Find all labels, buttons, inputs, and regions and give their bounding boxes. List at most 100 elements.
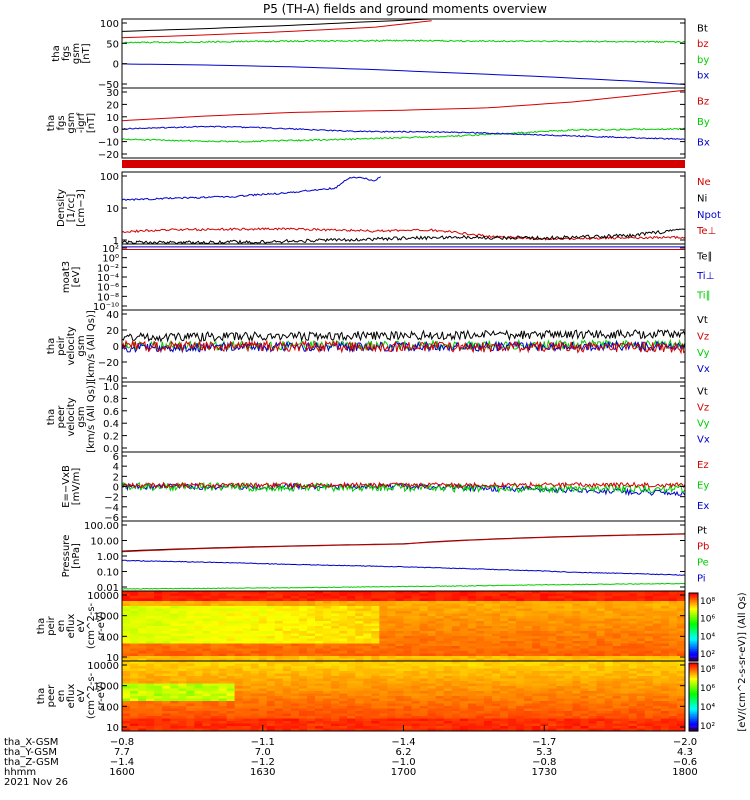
y-tick-label: −50 [98,80,119,91]
axis-row-value: −0.8 [532,757,556,768]
legend-Vx: Vx [697,364,710,375]
legend-Te∥: Te∥ [696,252,713,263]
series-By [122,127,685,143]
y-tick-label: 1.00 [97,552,119,563]
y-tick-label: 10² [102,244,119,255]
y-tick-label: 100 [100,702,119,713]
axis-row-value: 1800 [672,767,697,778]
y-axis-label: moat3[eV] [61,261,82,293]
series-Pe [122,582,685,590]
legend-Bt: Bt [697,24,708,35]
y-axis-label: E=−VxB[mV/m] [61,465,82,508]
y-tick-label: −40 [98,374,119,385]
y-tick-label: 10⁻⁶ [97,283,119,294]
series-Bt [122,19,432,32]
axis-row-value: 1630 [250,767,275,778]
legend-Vx: Vx [697,434,710,445]
y-tick-label: −6 [104,513,119,524]
y-tick-label: 0 [113,483,119,494]
legend-Ez: Ez [697,460,709,471]
y-tick-label: −10 [98,138,119,149]
axis-row-value: 1600 [109,767,134,778]
colorbar-tick: 10⁶ [700,615,715,625]
axis-row-value: 7.7 [114,747,130,758]
y-tick-label: 40 [106,310,119,321]
y-tick-label: 0.2 [103,432,119,443]
y-tick-label: −20 [98,150,119,161]
legend-Pt: Pt [697,526,707,537]
panel-1: 100 50 0 −50 thafgsgsm[nT] Bt bz by bx [51,18,709,91]
colorbar-label: [eV/(cm^2-s-sr-eV)] (All Qs) [737,592,748,731]
series-Vt [122,328,685,343]
axis-row-value: 1730 [532,767,557,778]
panel-10: 10000 1000 100 10 thapeerenefluxeV(cm^2-s-sr… [36,660,686,734]
colorbar-ion [688,592,699,662]
axis-row-value: −2.0 [673,737,697,748]
series-Pi [122,559,685,576]
y-tick-label: 10000 [87,661,119,672]
spectrogram-electron [122,661,685,731]
legend-Ey: Ey [697,481,709,492]
legend-Ne: Ne [697,177,711,188]
axis-row-value: −1.7 [532,737,556,748]
y-tick-label: 30 [106,88,119,99]
figure-title: P5 (TH-A) fields and ground moments over… [263,2,547,16]
colorbar-tick: 10⁶ [700,684,715,694]
y-tick-label: 10⁻⁴ [97,273,119,284]
legend-Vt: Vt [697,315,708,326]
y-tick-label: 6 [113,452,119,463]
y-tick-label: 0 [113,60,119,71]
colorbar-tick: 10⁸ [700,665,715,675]
panel-9: 10000 1000 100 10 thapeirenefluxeV(cm^2-s-sr… [36,590,686,664]
legend-Pe: Pe [697,558,709,569]
legend-Vy: Vy [697,348,710,359]
y-tick-label: 10000 [87,591,119,602]
panel-6: 1.00.8 0.60.4 0.20.0 thapeervelocitygsm[km/… [46,381,710,455]
axis-row-value: −1.1 [251,737,275,748]
series-Bz [122,89,685,122]
axis-row-label: tha_Y-GSM [4,747,57,758]
y-tick-label: 0.0 [103,444,119,455]
y-tick-label: 10 [106,204,119,215]
y-tick-label: −4 [104,503,119,514]
series-Pb [122,533,685,553]
y-tick-label: 10⁻² [97,263,119,274]
y-axis-label: thapeirvelocitygsm[km/s (All Qs)] [46,310,97,382]
y-axis-label: thapeirenefluxeV(cm^2-s-sr-eV) [36,602,107,649]
y-axis-label: Density[1/cc][cm−3] [56,189,87,227]
y-tick-label: 10 [106,113,119,124]
series-bz [122,20,432,39]
y-tick-label: 0.01 [97,583,119,594]
legend-Ti⊥: Ti⊥ [696,271,714,282]
colorbar-tick: 10² [700,650,715,660]
series-Vz [122,339,685,355]
y-tick-label: 1.0 [103,382,119,393]
separator-band [122,160,685,168]
legend-Vt: Vt [697,387,708,398]
panel-3: 100 10 1 Density[1/cc][cm−3] Ne Ni Npot Te⊥ [56,171,721,247]
y-tick-label: 1000 [94,612,119,623]
y-tick-label: 10 [106,723,119,734]
y-tick-label: 1 [113,236,119,247]
y-tick-label: 0.10 [97,568,119,579]
y-tick-label: −2 [104,493,119,504]
axis-row-value: −0.8 [110,737,134,748]
axis-row-value: 1700 [391,767,416,778]
axis-row-value: −1.0 [391,757,415,768]
legend-Pb: Pb [697,542,709,553]
legend-bz: bz [697,39,709,50]
series-Npot [122,176,381,202]
axis-row-value: 6.2 [396,747,412,758]
colorbar-tick: 10² [700,722,715,732]
axis-row-value: −1.2 [251,757,275,768]
date-label: 2021 Nov 26 [4,777,68,788]
axis-row-value: −1.4 [391,737,415,748]
legend-bx: bx [697,71,709,82]
legend-By: By [697,117,710,128]
y-tick-label: 0.8 [103,394,119,405]
y-tick-label: 100 [100,172,119,183]
y-tick-label: 4 [113,462,119,473]
